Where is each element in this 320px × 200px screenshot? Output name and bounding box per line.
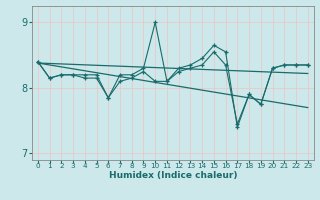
X-axis label: Humidex (Indice chaleur): Humidex (Indice chaleur) — [108, 171, 237, 180]
